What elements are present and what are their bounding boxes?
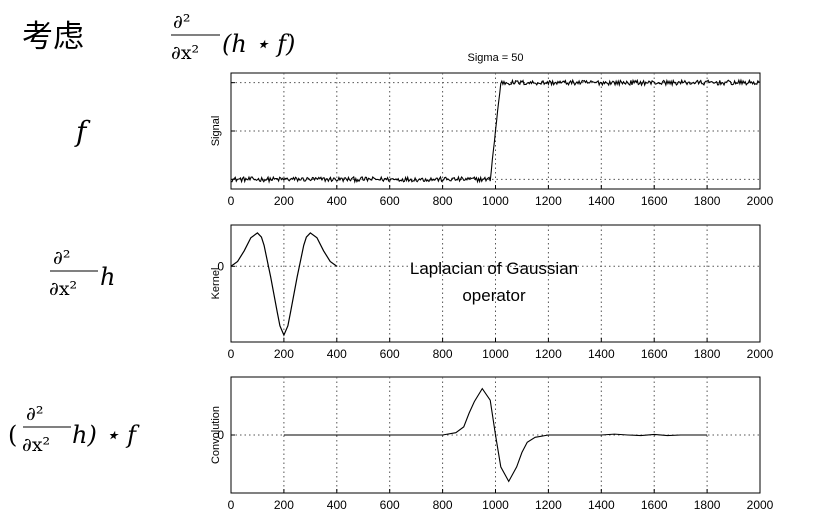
x-tick-label-5: 1000 bbox=[482, 498, 509, 512]
series-line-0 bbox=[230, 78, 761, 184]
y-tick-label-0: 0 bbox=[217, 259, 224, 273]
x-tick-label-6: 1200 bbox=[535, 194, 562, 208]
chart-title: Sigma = 50 bbox=[468, 52, 524, 64]
x-tick-label-10: 2000 bbox=[747, 498, 774, 512]
x-tick-label-10: 2000 bbox=[747, 347, 774, 361]
x-tick-label-9: 1800 bbox=[694, 347, 721, 361]
row-2-denominator: ∂x² bbox=[49, 278, 77, 300]
row-3-tail: h) ⋆ f bbox=[72, 421, 140, 449]
x-tick-label-5: 1000 bbox=[482, 194, 509, 208]
x-tick-label-2: 400 bbox=[327, 347, 347, 361]
signal-chart: 0 200 400 600 800 1000 1200 1400 1600 1800 2000 Sig… bbox=[210, 52, 774, 208]
row-3-denominator: ∂x² bbox=[22, 434, 50, 456]
y-tick-label-0: 0 bbox=[217, 428, 224, 442]
series-line-0 bbox=[230, 232, 338, 337]
top-formula-tail: (h ⋆ f) bbox=[222, 30, 295, 58]
x-tick-label-6: 1200 bbox=[535, 498, 562, 512]
left-label-row-3: ( ∂² ∂x² h) ⋆ f bbox=[8, 403, 140, 456]
left-label-row-2: ∂² ∂x² h bbox=[49, 247, 115, 300]
x-tick-label-0: 0 bbox=[228, 194, 235, 208]
x-tick-label-7: 1400 bbox=[588, 347, 615, 361]
row-3-numerator: ∂² bbox=[26, 403, 43, 425]
x-tick-label-2: 400 bbox=[327, 194, 347, 208]
annotation-line-2: operator bbox=[462, 286, 526, 305]
annotation-line-1: Laplacian of Gaussian bbox=[410, 259, 578, 278]
x-tick-label-1: 200 bbox=[274, 498, 294, 512]
x-tick-label-4: 800 bbox=[433, 347, 453, 361]
x-tick-label-6: 1200 bbox=[535, 347, 562, 361]
x-tick-label-0: 0 bbox=[228, 498, 235, 512]
y-axis-label: Kernel bbox=[210, 268, 222, 300]
row-3-open-paren: ( bbox=[8, 421, 17, 449]
row-2-numerator: ∂² bbox=[53, 247, 70, 269]
x-tick-label-3: 600 bbox=[380, 194, 400, 208]
x-tick-label-2: 400 bbox=[327, 498, 347, 512]
y-axis-label: Signal bbox=[210, 116, 222, 147]
annotation-box: Laplacian of Gaussian operator bbox=[410, 259, 578, 305]
left-label-row-1: f bbox=[74, 115, 91, 148]
kernel-chart: 0 200 400 600 800 1000 1200 1400 1600 1800 20000Ke… bbox=[210, 224, 774, 361]
x-tick-label-1: 200 bbox=[274, 194, 294, 208]
x-tick-label-9: 1800 bbox=[694, 194, 721, 208]
top-formula-denominator: ∂x² bbox=[171, 42, 199, 64]
x-tick-label-3: 600 bbox=[380, 347, 400, 361]
row-2-tail: h bbox=[100, 263, 115, 291]
convolution-chart: 0 200 400 600 800 1000 1200 1400 1600 1800 20000Co… bbox=[210, 376, 774, 512]
x-tick-label-8: 1600 bbox=[641, 498, 668, 512]
x-tick-label-7: 1400 bbox=[588, 194, 615, 208]
x-tick-label-0: 0 bbox=[228, 347, 235, 361]
x-tick-label-4: 800 bbox=[433, 498, 453, 512]
x-tick-label-7: 1400 bbox=[588, 498, 615, 512]
x-tick-label-9: 1800 bbox=[694, 498, 721, 512]
top-formula: ∂² ∂x² (h ⋆ f) bbox=[171, 11, 295, 64]
x-tick-label-10: 2000 bbox=[747, 194, 774, 208]
x-tick-label-1: 200 bbox=[274, 347, 294, 361]
y-axis-label: Convolution bbox=[210, 406, 222, 464]
row-1-formula: f bbox=[74, 115, 91, 148]
top-formula-numerator: ∂² bbox=[173, 11, 190, 33]
slide-title: 考虑 bbox=[22, 19, 84, 55]
series-line-0 bbox=[283, 387, 708, 483]
x-tick-label-5: 1000 bbox=[482, 347, 509, 361]
x-tick-label-4: 800 bbox=[433, 194, 453, 208]
x-tick-label-3: 600 bbox=[380, 498, 400, 512]
x-tick-label-8: 1600 bbox=[641, 194, 668, 208]
x-tick-label-8: 1600 bbox=[641, 347, 668, 361]
